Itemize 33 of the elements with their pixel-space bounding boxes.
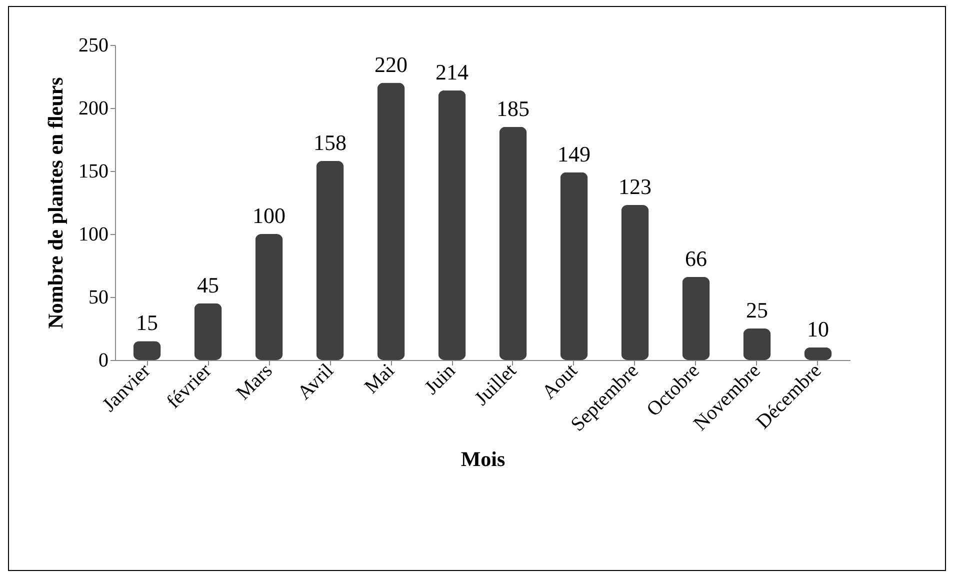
- bar: [499, 126, 527, 360]
- bar: [377, 82, 405, 360]
- bar: [560, 172, 588, 360]
- data-label: 149: [557, 141, 590, 166]
- y-tick-label: 50: [88, 286, 108, 308]
- bar: [621, 205, 649, 360]
- y-tick-label: 200: [78, 98, 108, 120]
- y-tick-label: 250: [78, 34, 108, 56]
- data-label: 185: [496, 96, 530, 121]
- data-label: 66: [684, 246, 707, 271]
- bar: [133, 341, 161, 360]
- bar: [438, 90, 466, 360]
- data-label: 45: [197, 272, 220, 298]
- x-axis-title: Mois: [460, 447, 506, 472]
- data-label: 10: [806, 316, 829, 342]
- data-label: 214: [436, 59, 468, 84]
- bar: [194, 303, 222, 360]
- data-label: 158: [314, 130, 347, 155]
- bar: [316, 160, 344, 360]
- y-tick-label: 100: [78, 224, 108, 246]
- x-tick-label: Mai: [360, 359, 400, 398]
- x-tick-label: Juin: [420, 360, 460, 399]
- data-label: 25: [746, 298, 768, 322]
- bar: [682, 276, 710, 360]
- data-label: 100: [252, 203, 286, 228]
- bar: [743, 328, 771, 360]
- y-tick-label: 0: [98, 350, 108, 372]
- data-label: 123: [618, 174, 652, 200]
- bar: [255, 234, 283, 360]
- y-tick-label: 150: [78, 160, 108, 182]
- data-label: 220: [374, 52, 408, 77]
- y-axis-title: Nombre de plantes en fleurs: [44, 77, 68, 329]
- data-label: 15: [136, 310, 158, 336]
